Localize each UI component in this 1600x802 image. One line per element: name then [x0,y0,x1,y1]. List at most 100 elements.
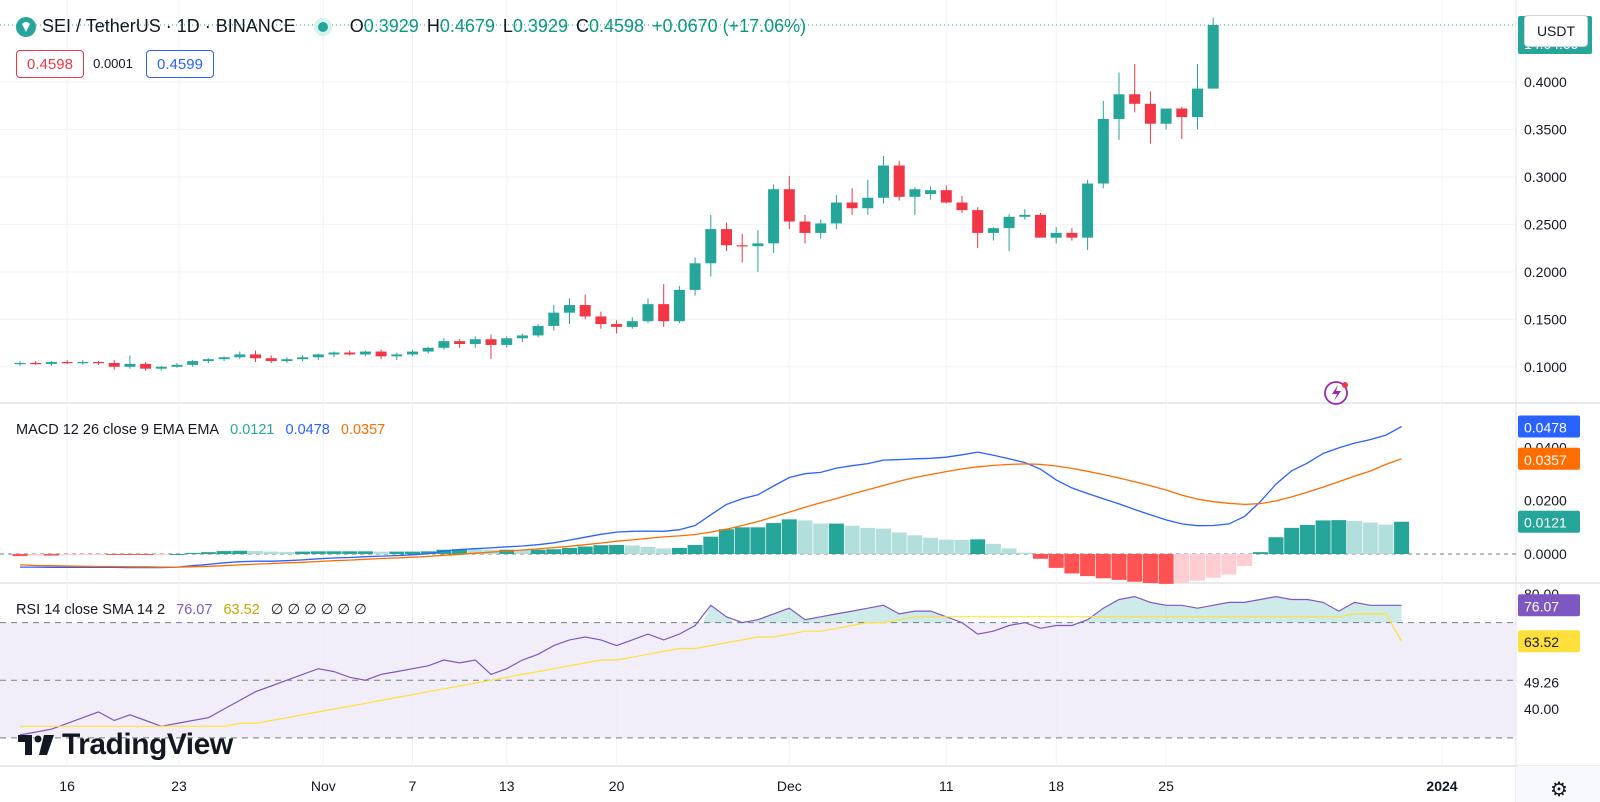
rsi-legend[interactable]: RSI 14 close SMA 14 2 76.07 63.52 ∅ ∅ ∅ … [16,602,374,618]
candle-body[interactable] [862,197,874,209]
candle-body[interactable] [1144,103,1156,124]
candle-body[interactable] [422,347,434,352]
candle-body[interactable] [893,165,905,197]
candle-body[interactable] [626,321,638,327]
candle-body[interactable] [77,362,89,364]
macd-legend[interactable]: MACD 12 26 close 9 EMA EMA 0.0121 0.0478… [16,422,392,438]
candle-body[interactable] [359,351,371,355]
candle-body[interactable] [1160,108,1172,124]
candle-body[interactable] [830,202,842,224]
candle-body[interactable] [611,324,623,327]
candle-body[interactable] [1176,108,1188,118]
macd-histogram-bar [1111,554,1127,580]
lightning-icon[interactable] [1324,381,1348,405]
candle-body[interactable] [250,354,261,359]
candle-body[interactable] [532,325,544,336]
candle-body[interactable] [1113,94,1125,119]
candle-body[interactable] [846,202,858,209]
candle-body[interactable] [736,245,748,247]
candle-body[interactable] [1082,183,1094,238]
candle-body[interactable] [30,362,42,365]
candle-body[interactable] [673,289,685,322]
candle-body[interactable] [815,223,827,233]
candle-body[interactable] [171,364,183,367]
candle-body[interactable] [516,335,528,339]
candle-body[interactable] [799,221,811,233]
candle-body[interactable] [469,339,481,344]
candle-body[interactable] [297,357,309,360]
candle-body[interactable] [14,362,26,365]
candle-body[interactable] [344,352,356,355]
candle-body[interactable] [1097,118,1109,184]
candle-body[interactable] [987,228,999,233]
candle-body[interactable] [124,363,136,367]
candle-body[interactable] [909,189,921,197]
candle-body[interactable] [312,354,324,358]
sell-price-box[interactable]: 0.4598 [16,50,84,78]
buy-price-box[interactable]: 0.4599 [146,50,214,78]
candle-body[interactable] [689,263,701,290]
candle-body[interactable] [454,341,466,344]
candle-body[interactable] [438,341,450,348]
candle-body[interactable] [564,305,575,313]
candle-body[interactable] [595,316,607,325]
candle-body[interactable] [925,190,937,194]
macd-histogram-bar [389,551,405,554]
candle-body[interactable] [878,165,889,198]
candle-body[interactable] [281,359,293,362]
gear-icon[interactable]: ⚙ [1550,779,1568,801]
watermark-text: TradingView [62,728,233,761]
candle-body[interactable] [328,352,340,355]
candle-body[interactable] [1192,88,1203,118]
high-value: 0.4679 [439,16,495,36]
candle-body[interactable] [658,304,670,322]
candle-body[interactable] [642,304,654,322]
candle-body[interactable] [155,366,167,369]
candle-body[interactable] [265,358,277,362]
candle-body[interactable] [140,363,152,369]
candle-body[interactable] [705,229,717,264]
candle-body[interactable] [1003,216,1015,229]
candle-body[interactable] [391,354,403,357]
candle-body[interactable] [1066,232,1078,238]
candle-body[interactable] [752,243,764,247]
candle-body[interactable] [1050,232,1062,238]
candle-body[interactable] [234,354,246,358]
candle-body[interactable] [187,361,199,365]
macd-histogram-bar [1017,552,1033,554]
candle-body[interactable] [940,190,952,203]
candle-body[interactable] [721,229,732,246]
candle-body[interactable] [1035,214,1046,238]
candle-body[interactable] [202,359,214,362]
time-axis-label: 20 [609,778,625,794]
candle-body[interactable] [548,312,560,326]
candle-body[interactable] [61,362,73,364]
candle-body[interactable] [972,210,984,233]
candle-body[interactable] [407,351,418,355]
candle-body[interactable] [783,189,795,222]
candle-body[interactable] [375,351,387,357]
macd-histogram-bar [766,523,782,554]
symbol-title[interactable]: SEI / TetherUS · 1D · BINANCE [42,16,296,36]
currency-selector[interactable]: USDT [1524,15,1588,47]
macd-histogram-bar [703,536,719,554]
candle-body[interactable] [1129,94,1141,104]
candle-body[interactable] [93,362,104,364]
candle-body[interactable] [768,189,780,244]
candle-body[interactable] [108,362,120,367]
macd-hist-tag: 0.0121 [1524,515,1567,531]
candle-body[interactable] [1207,24,1219,89]
candle-body[interactable] [1019,214,1031,217]
candle-body[interactable] [579,305,591,317]
candle-body[interactable] [485,339,497,345]
candle-body[interactable] [501,338,513,345]
macd-histogram-bar [577,546,593,554]
rsi-axis-label: 49.26 [1524,674,1559,690]
candle-body[interactable] [956,202,968,211]
macd-histogram-bar [405,551,420,554]
candle-body[interactable] [45,362,57,364]
corner-settings-bg [1516,766,1600,802]
candle-body[interactable] [218,357,230,360]
macd-histogram-bar [248,551,263,554]
